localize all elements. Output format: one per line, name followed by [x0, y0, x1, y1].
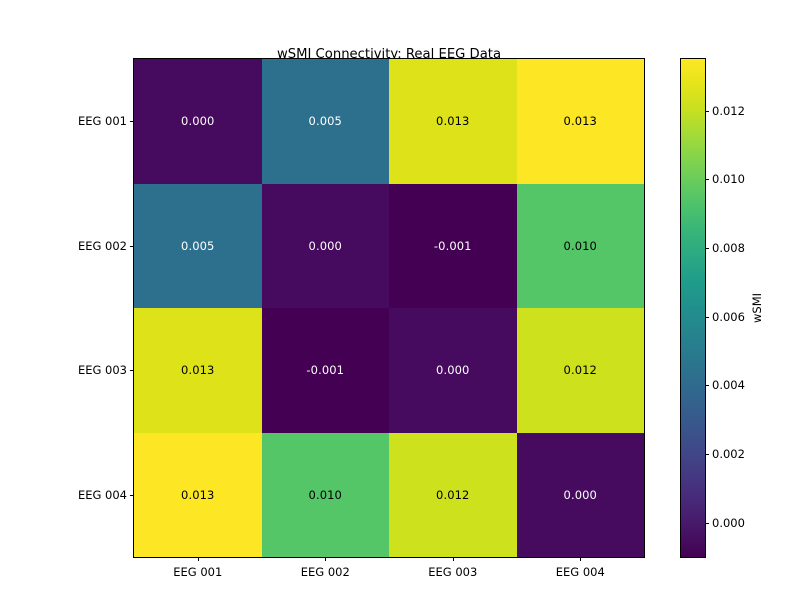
colorbar-tick-label-3: 0.006	[712, 309, 745, 324]
colorbar-tick-mark-5	[705, 179, 709, 181]
colorbar-tick-mark-6	[705, 110, 709, 112]
heatmap-cell-r2c3[interactable]: 0.012	[516, 308, 644, 433]
x-tick-mark-3	[580, 557, 582, 561]
colorbar-gradient	[681, 59, 705, 557]
y-tick-label-1: EEG 002	[77, 238, 127, 253]
y-tick-mark-0	[130, 121, 134, 123]
colorbar-tick-label-2: 0.004	[712, 378, 745, 393]
heatmap-cell-r3c2[interactable]: 0.012	[389, 432, 517, 557]
heatmap-cell-r3c3[interactable]: 0.000	[516, 432, 644, 557]
heatmap-cell-r3c1[interactable]: 0.010	[261, 432, 389, 557]
y-tick-label-2: EEG 003	[77, 363, 127, 378]
heatmap-cell-value: 0.005	[181, 238, 215, 253]
colorbar-tick-label-5: 0.010	[712, 172, 745, 187]
colorbar-tick-label-6: 0.012	[712, 103, 745, 118]
heatmap-axes: 0.000 0.005 0.013 0.013 0.005 0.000 -0.0…	[78, 58, 645, 579]
colorbar-tick-label-4: 0.008	[712, 240, 745, 255]
heatmap-cell-value: 0.012	[436, 487, 470, 502]
heatmap-grid: 0.000 0.005 0.013 0.013 0.005 0.000 -0.0…	[134, 59, 644, 557]
heatmap-cell-r2c2[interactable]: 0.000	[389, 308, 517, 433]
colorbar-tick-mark-4	[705, 247, 709, 249]
y-tick-mark-2	[130, 370, 134, 372]
x-tick-label-1: EEG 002	[300, 565, 350, 579]
colorbar-tick-label-1: 0.002	[712, 446, 745, 461]
y-tick-label-3: EEG 004	[77, 487, 127, 502]
heatmap-cell-r2c1[interactable]: -0.001	[261, 308, 389, 433]
x-tick-label-0: EEG 001	[173, 565, 223, 579]
heatmap-cell-value: 0.005	[308, 114, 342, 129]
colorbar-tick-mark-3	[705, 316, 709, 318]
x-tick-label-2: EEG 003	[428, 565, 478, 579]
heatmap-cell-r1c2[interactable]: -0.001	[389, 183, 517, 308]
y-tick-label-0: EEG 001	[77, 114, 127, 129]
colorbar-tick-label-0: 0.000	[712, 515, 745, 530]
x-tick-label-3: EEG 004	[555, 565, 605, 579]
heatmap-cell-value: 0.000	[436, 363, 470, 378]
x-tick-mark-0	[197, 557, 199, 561]
colorbar: 0.000 0.002 0.004 0.006 0.008 0.010 0.01…	[680, 58, 764, 558]
colorbar-tick-mark-0	[705, 522, 709, 524]
heatmap-cell-value: 0.012	[563, 363, 597, 378]
x-tick-mark-1	[325, 557, 327, 561]
heatmap-cell-value: 0.010	[308, 487, 342, 502]
y-tick-mark-3	[130, 494, 134, 496]
heatmap-cell-value: 0.013	[563, 114, 597, 129]
colorbar-tick-mark-2	[705, 385, 709, 387]
heatmap-cell-value: 0.010	[563, 238, 597, 253]
y-tick-mark-1	[130, 245, 134, 247]
colorbar-axis-label: wSMI	[750, 292, 764, 324]
heatmap-cell-r0c0[interactable]: 0.000	[134, 59, 262, 184]
heatmap-cell-r0c3[interactable]: 0.013	[516, 59, 644, 184]
colorbar-tick-mark-1	[705, 453, 709, 455]
heatmap-cell-r2c0[interactable]: 0.013	[134, 308, 262, 433]
heatmap-cell-r0c2[interactable]: 0.013	[389, 59, 517, 184]
heatmap-cell-value: -0.001	[433, 238, 472, 253]
heatmap-cell-value: 0.013	[436, 114, 470, 129]
heatmap-cell-value: 0.000	[308, 238, 342, 253]
heatmap-cell-value: 0.013	[181, 487, 215, 502]
heatmap-cell-value: -0.001	[306, 363, 345, 378]
heatmap-cell-r1c0[interactable]: 0.005	[134, 183, 262, 308]
heatmap-cell-r1c1[interactable]: 0.000	[261, 183, 389, 308]
x-tick-mark-2	[452, 557, 454, 561]
heatmap-cell-r0c1[interactable]: 0.005	[261, 59, 389, 184]
heatmap-cell-value: 0.013	[181, 363, 215, 378]
heatmap-cell-r3c0[interactable]: 0.013	[134, 432, 262, 557]
heatmap-cell-value: 0.000	[563, 487, 597, 502]
heatmap-cell-r1c3[interactable]: 0.010	[516, 183, 644, 308]
heatmap-cell-value: 0.000	[181, 114, 215, 129]
